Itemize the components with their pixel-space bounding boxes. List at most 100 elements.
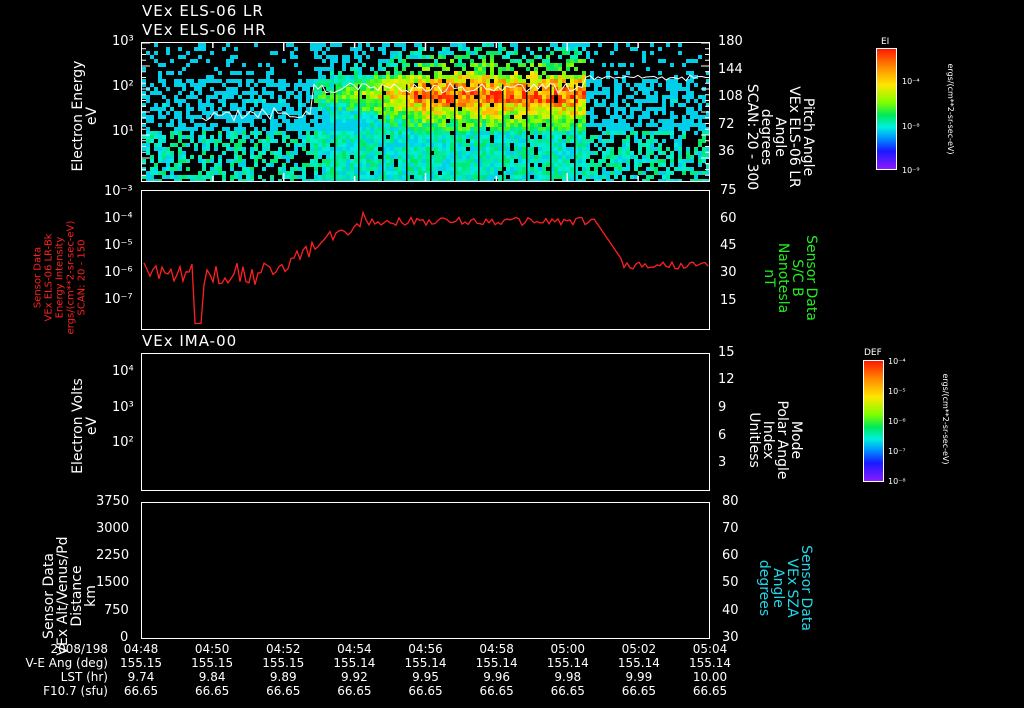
p1-ytick: 10³: [112, 34, 134, 49]
p4-y2tick: 40: [722, 603, 739, 618]
footer-times-cell: 04:50: [194, 642, 230, 656]
colorbar-def: [863, 360, 884, 482]
footer-ve_ang-cell: 155.14: [404, 656, 447, 670]
p2-ytick: 10⁻⁴: [104, 211, 133, 226]
panel3-title: VEx IMA-00: [142, 332, 238, 350]
footer-lst-cell: 9.98: [554, 670, 582, 684]
footer-lst-cell: 9.96: [483, 670, 510, 684]
footer-times-cell: 05:02: [621, 642, 657, 656]
cb1-tick: 10⁻⁴: [902, 77, 920, 86]
p2-ylabel: Sensor Data VEx ELS-06 LR-Bk Energy Intens…: [32, 220, 88, 335]
p4-y2tick: 30: [722, 630, 739, 645]
p1-y2tick: 72: [718, 117, 735, 132]
p4-ytick: 750: [104, 603, 129, 618]
cb2-tick: 10⁻⁸: [888, 477, 906, 486]
p1-y2tick: 180: [718, 34, 743, 49]
p2-y2tick: 75: [720, 183, 737, 198]
ima-spectrogram-plot: [142, 354, 709, 490]
cb1-tick: 10⁻⁸: [902, 122, 920, 131]
footer-ve_ang-cell: 155.15: [120, 656, 162, 670]
p2-y2tick: 45: [720, 238, 737, 253]
footer-lst-cell: 10.00: [692, 670, 728, 684]
title-line-1: VEx ELS-06 LR: [142, 2, 264, 20]
footer-ve_ang-cell: 155.15: [191, 656, 234, 670]
p1-y2label: Pitch Angle VEx ELS-06 LR Angle degrees SCAN…: [744, 83, 816, 191]
footer-lst-cell: 9.84: [198, 670, 226, 684]
p4-y2tick: 70: [722, 521, 739, 536]
colorbar-def-label: DEF: [864, 348, 882, 358]
footer-ve_ang-cell: 155.14: [689, 656, 731, 670]
p4-ytick: 2250: [96, 548, 130, 563]
p1-y2tick: 144: [718, 62, 743, 77]
footer-f107-cell: 66.65: [621, 684, 657, 698]
energy-intensity-line-plot: [143, 210, 709, 325]
footer-f107-cell: 66.65: [550, 684, 585, 698]
footer-lst-cell: 9.89: [269, 670, 297, 684]
p3-y2tick: 3: [718, 455, 727, 470]
footer-label-ve-ang: V-E Ang (deg): [25, 656, 108, 670]
cb2-tick: 10⁻⁶: [888, 417, 906, 426]
colorbar-ei: [876, 48, 897, 170]
p4-ytick: 3750: [96, 494, 130, 509]
p1-ylabel: Electron Energy eV: [70, 60, 100, 172]
p2-y2tick: 15: [720, 293, 737, 308]
p4-ytick: 3000: [96, 521, 130, 536]
footer-lst-cell: 9.99: [625, 670, 653, 684]
footer-f107-cell: 66.65: [479, 684, 514, 698]
footer-f107-cell: 66.65: [692, 684, 728, 698]
footer-f107-cell: 66.65: [123, 684, 159, 698]
footer-lst-cell: 9.74: [127, 670, 155, 684]
p3-y2tick: 12: [718, 372, 735, 387]
footer-label-f107: F10.7 (sfu): [43, 684, 108, 698]
footer-f107-cell: 66.65: [408, 684, 443, 698]
p2-ytick: 10⁻⁷: [104, 292, 133, 307]
footer-ve_ang-cell: 155.14: [475, 656, 518, 670]
footer-times-cell: 05:00: [550, 642, 586, 656]
p2-y2label: Sensor Data S/C B Nanotesla nT: [761, 235, 819, 321]
cb1-units: ergs/(cm**2-sr-sec-eV): [946, 63, 955, 155]
cb1-tick: 10⁻⁹: [902, 166, 920, 175]
footer-f107-cell: 66.65: [266, 684, 301, 698]
footer-lst-cell: 9.92: [341, 670, 368, 684]
footer-ve_ang-cell: 155.14: [333, 656, 376, 670]
footer-times-cell: 04:52: [265, 642, 301, 656]
footer-ve_ang-cell: 155.14: [617, 656, 660, 670]
footer-times-cell: 05:04: [692, 642, 728, 656]
colorbar-ei-label: EI: [881, 37, 890, 47]
cb2-tick: 10⁻⁷: [888, 447, 906, 456]
p1-y2tick: 108: [718, 89, 743, 104]
panel-energy-intensity-bfield: [141, 190, 710, 330]
footer-label-lst: LST (hr): [60, 670, 108, 684]
p3-ytick: 10⁴: [112, 364, 134, 379]
footer-f107-cell: 66.65: [194, 684, 230, 698]
altitude-sza-line-plot: [142, 503, 709, 638]
p2-ytick: 10⁻⁶: [104, 265, 133, 280]
footer-times-cell: 04:54: [337, 642, 372, 656]
footer-label-date: 2008/198: [50, 642, 109, 656]
p4-y2tick: 50: [722, 575, 739, 590]
footer-times-cell: 04:58: [479, 642, 514, 656]
p3-y2tick: 9: [718, 400, 727, 415]
p4-ytick: 0: [120, 630, 129, 645]
p4-ytick: 1500: [96, 575, 130, 590]
p1-y2tick: 36: [718, 144, 735, 159]
footer-times-cell: 04:56: [408, 642, 443, 656]
p3-ytick: 10²: [112, 435, 134, 450]
p2-ytick: 10⁻³: [104, 184, 133, 199]
p2-y2tick: 30: [720, 265, 737, 280]
footer-ve_ang-cell: 155.15: [262, 656, 305, 670]
p1-ytick: 10²: [112, 79, 134, 94]
p4-y2tick: 60: [722, 548, 739, 563]
p4-y2tick: 80: [722, 494, 739, 509]
p3-y2tick: 6: [718, 428, 727, 443]
footer-lst-cell: 9.95: [412, 670, 439, 684]
p1-ytick: 10¹: [112, 124, 134, 139]
p3-y2label: Mode Polar Angle Index Unitless: [746, 400, 804, 480]
p2-y2tick: 60: [720, 211, 737, 226]
p3-ylabel: Electron Volts eV: [70, 378, 100, 474]
p3-y2tick: 15: [718, 345, 735, 360]
footer-ve_ang-cell: 155.14: [546, 656, 589, 670]
cb2-tick: 10⁻⁴: [888, 357, 906, 366]
panel-ima-spectrogram: [141, 353, 710, 491]
panel-els-spectrogram: [141, 42, 710, 182]
